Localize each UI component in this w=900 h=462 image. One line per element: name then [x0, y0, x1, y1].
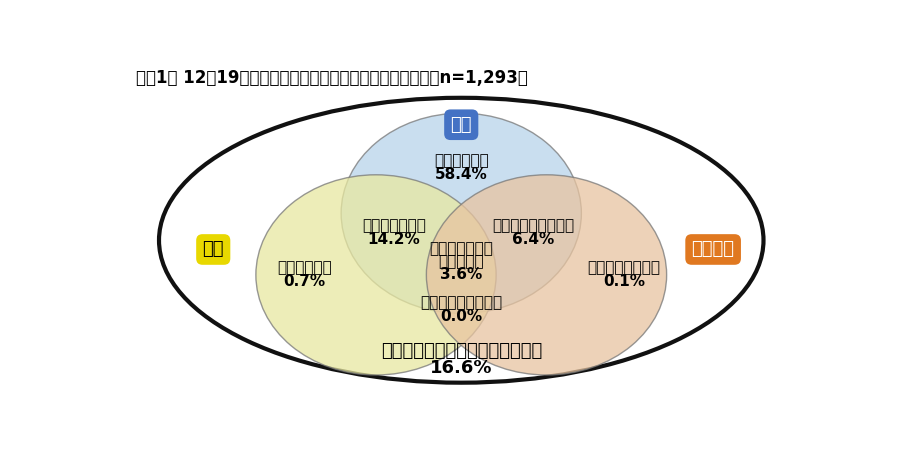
- Text: 0.1%: 0.1%: [603, 274, 645, 289]
- Text: 「する・みる」: 「する・みる」: [362, 218, 426, 233]
- Text: 「する・ささえる」: 「する・ささえる」: [492, 218, 574, 233]
- Text: 58.4%: 58.4%: [435, 166, 488, 182]
- Text: 0.7%: 0.7%: [284, 274, 326, 289]
- Text: 14.2%: 14.2%: [367, 232, 420, 247]
- Ellipse shape: [341, 113, 581, 313]
- Text: 「する」のみ: 「する」のみ: [434, 152, 489, 168]
- Text: 「ささえる」のみ: 「ささえる」のみ: [588, 261, 661, 275]
- Ellipse shape: [159, 98, 763, 383]
- Text: 3.6%: 3.6%: [440, 267, 482, 282]
- Text: みる: みる: [202, 241, 224, 258]
- Text: ささえる: ささえる: [691, 241, 734, 258]
- Text: 6.4%: 6.4%: [512, 232, 554, 247]
- Text: 【図1】 12～19歳のする・みる・ささえるスポーツの構造（n=1,293）: 【図1】 12～19歳のする・みる・ささえるスポーツの構造（n=1,293）: [136, 69, 527, 87]
- Ellipse shape: [427, 175, 667, 375]
- Text: 0.0%: 0.0%: [440, 309, 482, 324]
- Text: 「みる・ささえる」: 「みる・ささえる」: [420, 295, 502, 310]
- Ellipse shape: [256, 175, 496, 375]
- Text: 「しない・みない・ささえない」: 「しない・みない・ささえない」: [381, 342, 542, 360]
- Text: 「する・みる・: 「する・みる・: [429, 241, 493, 256]
- Text: 16.6%: 16.6%: [430, 359, 492, 377]
- Text: 「みる」のみ: 「みる」のみ: [277, 261, 332, 275]
- Text: ささえる」: ささえる」: [438, 254, 484, 269]
- Text: する: する: [451, 116, 472, 134]
